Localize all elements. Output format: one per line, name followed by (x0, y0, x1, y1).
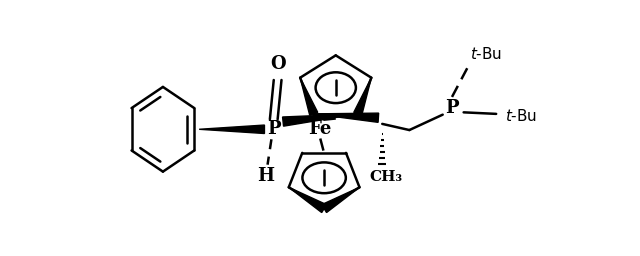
Polygon shape (283, 114, 358, 126)
Polygon shape (289, 187, 326, 212)
Text: Fe: Fe (308, 120, 332, 138)
Polygon shape (199, 125, 264, 134)
Polygon shape (300, 78, 317, 115)
Text: $t$-Bu: $t$-Bu (470, 46, 502, 62)
Polygon shape (354, 78, 371, 115)
Text: P: P (445, 100, 459, 118)
Text: $t$-Bu: $t$-Bu (505, 108, 537, 124)
Text: O: O (270, 55, 285, 73)
Text: P: P (267, 120, 280, 138)
Text: H: H (257, 167, 274, 185)
Polygon shape (314, 113, 379, 122)
Text: CH₃: CH₃ (369, 170, 403, 184)
Polygon shape (322, 187, 360, 212)
